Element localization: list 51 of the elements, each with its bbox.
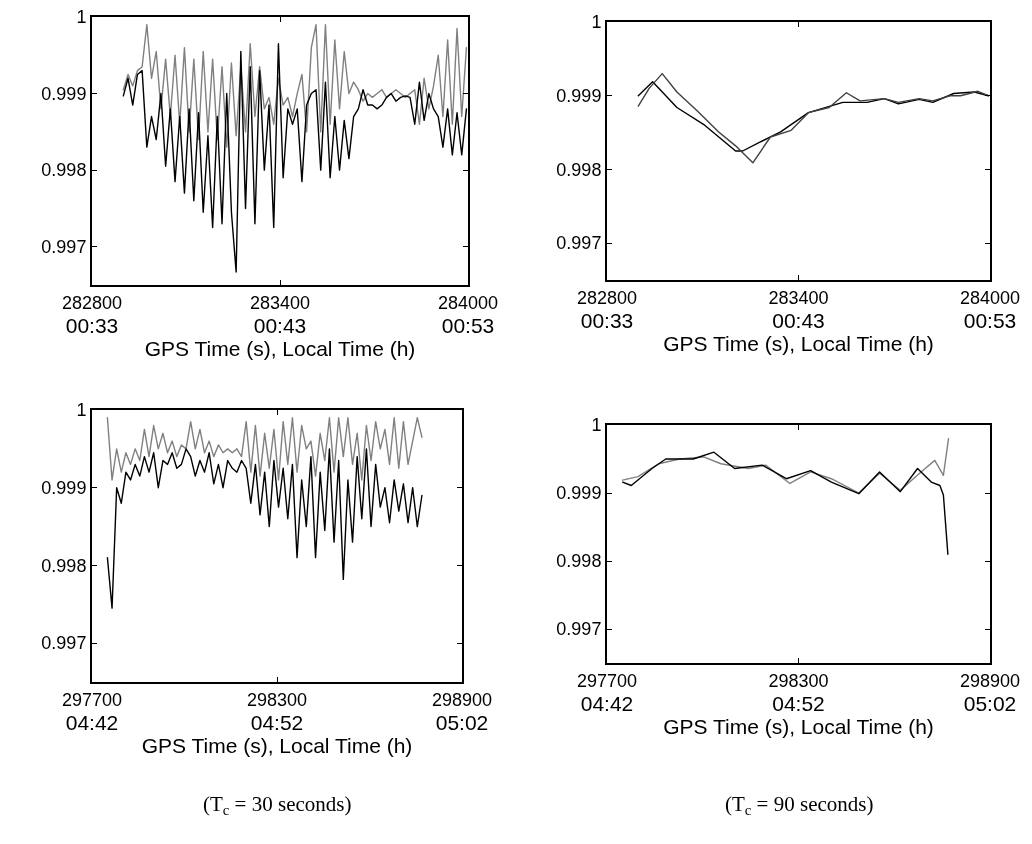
x-tick-label: 282800	[61, 292, 123, 313]
y-tick-label: 0.998	[41, 555, 87, 576]
x-axis-title: GPS Time (s), Local Time (h)	[663, 715, 934, 738]
y-tick-label: 0.999	[556, 86, 602, 107]
x-tick-label: 284000	[437, 292, 499, 313]
y-tick-label: 0.997	[556, 233, 602, 254]
x2-tick-label: 05:02	[435, 711, 489, 734]
x2-tick-label: 00:53	[963, 309, 1017, 332]
x-tick-label: 284000	[959, 287, 1021, 308]
x2-tick-label: 00:43	[772, 309, 825, 332]
x-tick-label: 298300	[246, 689, 308, 710]
x-tick-label: 297700	[61, 689, 123, 710]
x2-tick-label: 05:02	[963, 692, 1017, 715]
x-tick-label: 282800	[576, 287, 638, 308]
x2-tick-label: 04:52	[772, 692, 825, 715]
line-series	[122, 23, 468, 148]
x2-tick-label: 00:33	[65, 314, 119, 337]
y-tick-label: 0.998	[556, 551, 602, 572]
x2-tick-label: 00:53	[441, 314, 495, 337]
y-tick-label: 0.997	[556, 619, 602, 640]
y-tick-label: 1	[76, 7, 87, 28]
x-tick-label: 283400	[768, 287, 829, 308]
y-tick-label: 0.999	[41, 478, 87, 499]
y-tick-label: 0.999	[556, 483, 602, 504]
x2-tick-label: 04:42	[65, 711, 119, 734]
y-tick-label: 0.997	[41, 237, 87, 258]
y-tick-label: 0.997	[41, 633, 87, 654]
line-series	[106, 417, 423, 481]
x-tick-label: 283400	[249, 292, 311, 313]
x-axis-title: GPS Time (s), Local Time (h)	[144, 337, 416, 360]
x2-tick-label: 04:42	[580, 692, 634, 715]
x-axis-title: GPS Time (s), Local Time (h)	[141, 734, 413, 757]
y-tick-label: 1	[591, 12, 602, 33]
text: (T$_{c}$ = 90 seconds)	[725, 792, 874, 819]
x-tick-label: 298300	[768, 670, 829, 691]
x2-tick-label: 00:33	[580, 309, 634, 332]
x-tick-label: 298900	[431, 689, 493, 710]
y-tick-label: 1	[76, 400, 87, 421]
line-series	[621, 437, 950, 494]
y-tick-label: 0.998	[556, 159, 602, 180]
line-series	[621, 451, 949, 555]
line-series	[106, 448, 423, 609]
y-tick-label: 0.999	[41, 83, 87, 104]
text: (T$_{c}$ = 30 seconds)	[203, 792, 352, 819]
x2-tick-label: 04:52	[250, 711, 304, 734]
x-axis-title: GPS Time (s), Local Time (h)	[663, 332, 934, 355]
y-tick-label: 0.998	[41, 160, 87, 181]
x-tick-label: 297700	[576, 670, 638, 691]
y-tick-label: 1	[591, 415, 602, 436]
x2-tick-label: 00:43	[253, 314, 307, 337]
x-tick-label: 298900	[959, 670, 1021, 691]
